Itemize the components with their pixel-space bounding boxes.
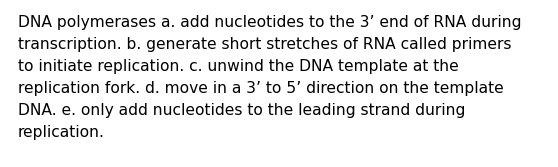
Text: transcription. b. generate short stretches of RNA called primers: transcription. b. generate short stretch… (18, 37, 512, 52)
Text: DNA polymerases a. add nucleotides to the 3’ end of RNA during: DNA polymerases a. add nucleotides to th… (18, 16, 522, 31)
Text: replication fork. d. move in a 3’ to 5’ direction on the template: replication fork. d. move in a 3’ to 5’ … (18, 81, 504, 96)
Text: DNA. e. only add nucleotides to the leading strand during: DNA. e. only add nucleotides to the lead… (18, 103, 465, 118)
Text: replication.: replication. (18, 125, 105, 139)
Text: to initiate replication. c. unwind the DNA template at the: to initiate replication. c. unwind the D… (18, 59, 459, 74)
